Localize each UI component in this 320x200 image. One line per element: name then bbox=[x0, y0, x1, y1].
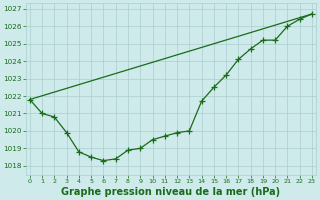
X-axis label: Graphe pression niveau de la mer (hPa): Graphe pression niveau de la mer (hPa) bbox=[61, 187, 280, 197]
